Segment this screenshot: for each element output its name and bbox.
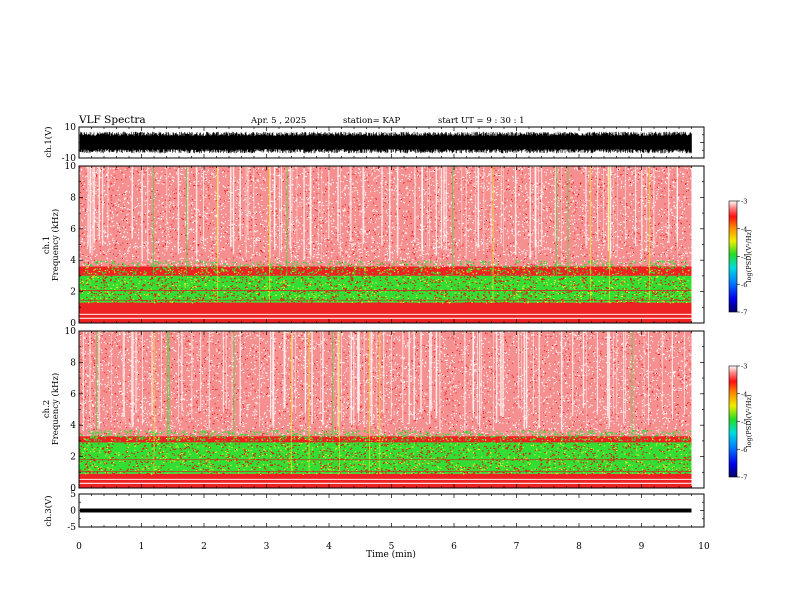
spectro-band-mixed bbox=[79, 266, 692, 276]
ch2-spectrogram-panel: 0 2 4 6 8 10 ch.2 Frequency (kHz) bbox=[42, 327, 705, 494]
spectro-band-sparse bbox=[79, 166, 692, 267]
y-tick-label: 0 bbox=[70, 484, 76, 494]
ch3-waveform-ylabel: ch.3(V) bbox=[43, 495, 54, 526]
x-tick-label: 9 bbox=[639, 542, 645, 552]
ch1-spectrogram-ticks: 0 2 4 6 8 10 bbox=[65, 162, 705, 329]
ch1-colorbar: -3 -4 -5 -6 -7 log(PSD)(V²/Hz) bbox=[728, 198, 753, 317]
ch2-spectrogram-ylabel-freq: Frequency (kHz) bbox=[50, 373, 61, 445]
spectro-speckle-green bbox=[83, 260, 694, 278]
colorbar-tick-label: -5 bbox=[741, 253, 747, 261]
station-label: station= KAP bbox=[343, 116, 401, 126]
date-label: Apr. 5 , 2025 bbox=[250, 116, 306, 126]
time-axis-label: Time (min) bbox=[366, 549, 416, 560]
spectro-band-low bbox=[79, 483, 692, 488]
spectro-speckle-green bbox=[79, 429, 693, 444]
ch1-colorbar-ticks: -3 -4 -5 -6 -7 bbox=[737, 198, 747, 317]
colorbar-tick-label: -6 bbox=[741, 446, 747, 454]
ch1-frequency-label: Frequency (kHz) bbox=[50, 209, 61, 281]
ch1-colorbar-gradient bbox=[728, 200, 738, 313]
y-tick-label: -10 bbox=[62, 154, 77, 164]
colorbar-tick-label: -3 bbox=[741, 198, 747, 206]
ch1-waveform-trace bbox=[79, 131, 692, 154]
ch3-waveform-trace bbox=[80, 508, 692, 513]
x-tick-label: 4 bbox=[326, 542, 332, 552]
figure-title: VLF Spectra bbox=[78, 114, 146, 126]
ch1-spectrogram-ylabel-freq: Frequency (kHz) bbox=[50, 209, 61, 281]
spectro-speckle-white bbox=[79, 331, 693, 438]
spectro-band-mid bbox=[79, 302, 692, 314]
ch1-spectrogram-image bbox=[79, 166, 704, 323]
ch1-channel-label: ch.1 bbox=[42, 236, 52, 254]
y-tick-label: 2 bbox=[70, 288, 76, 298]
x-tick-label: 8 bbox=[576, 542, 582, 552]
ch1-waveform-panel: 10 -10 ch.1(V) bbox=[43, 123, 705, 164]
colorbar-tick-label: -5 bbox=[741, 418, 747, 426]
ch2-colorbar-ticks: -3 -4 -5 -6 -7 bbox=[737, 363, 747, 482]
start-time-label: start UT = 9 : 30 : 1 bbox=[438, 116, 525, 126]
y-tick-label: 10 bbox=[65, 123, 77, 133]
x-tick-label: 0 bbox=[76, 542, 82, 552]
spectro-empty-tail bbox=[691, 331, 704, 488]
ch1-waveform-ticks: 10 -10 bbox=[62, 123, 705, 164]
x-tick-label: 3 bbox=[264, 542, 270, 552]
y-tick-label: 8 bbox=[70, 193, 76, 203]
spectro-speckle-yellow bbox=[79, 266, 693, 304]
ch2-colorbar-label: log(PSD)(V²/Hz) bbox=[745, 394, 753, 447]
ch1-waveform-line bbox=[79, 131, 692, 154]
y-tick-label: 0 bbox=[70, 507, 76, 517]
ch3-waveform-ticks: 5 0 -5 bbox=[67, 490, 705, 533]
ch2-frequency-label: Frequency (kHz) bbox=[50, 373, 61, 445]
y-tick-label: 4 bbox=[70, 256, 76, 266]
y-tick-label: 10 bbox=[65, 327, 77, 337]
spectro-empty-tail bbox=[691, 166, 704, 323]
ch2-colorbar-gradient bbox=[728, 365, 738, 478]
ch2-colorbar: -3 -4 -5 -6 -7 log(PSD)(V²/Hz) bbox=[728, 363, 753, 482]
time-axis-tick-labels: 0 1 2 3 4 5 6 7 8 9 10 bbox=[76, 542, 710, 552]
ch2-spectrogram-image bbox=[78, 331, 704, 488]
colorbar-tick-label: -4 bbox=[741, 225, 747, 233]
ch3-waveform-band bbox=[80, 508, 692, 513]
x-tick-label: 10 bbox=[698, 542, 710, 552]
ch1-waveform-ylabel: ch.1(V) bbox=[43, 126, 54, 157]
x-tick-label: 2 bbox=[201, 542, 207, 552]
spectro-speckle-white bbox=[79, 166, 693, 268]
colorbar-tick-label: -6 bbox=[741, 281, 747, 289]
spectro-band-mid bbox=[79, 473, 692, 484]
ch1-spectrogram-panel: 0 2 4 6 8 10 ch.1 Frequency (kHz) bbox=[42, 162, 705, 329]
ch2-spectrogram-ylabel-channel: ch.2 bbox=[42, 400, 52, 418]
y-tick-label: 8 bbox=[70, 358, 76, 368]
x-tick-label: 1 bbox=[139, 542, 145, 552]
x-tick-label: 5 bbox=[389, 542, 395, 552]
y-tick-label: 6 bbox=[70, 225, 76, 235]
x-tick-label: 6 bbox=[451, 542, 457, 552]
y-tick-label: -5 bbox=[67, 523, 76, 533]
ch2-channel-label: ch.2 bbox=[42, 400, 52, 418]
ch3-waveform-panel: 5 0 -5 ch.3(V) bbox=[43, 490, 705, 533]
ch1-colorbar-label: log(PSD)(V²/Hz) bbox=[745, 229, 753, 282]
ch1-spectrogram-ylabel-channel: ch.1 bbox=[42, 236, 52, 254]
y-tick-label: 10 bbox=[65, 162, 77, 172]
y-tick-label: 6 bbox=[70, 390, 76, 400]
y-tick-label: 4 bbox=[70, 421, 76, 431]
colorbar-tick-label: -3 bbox=[741, 363, 747, 371]
colorbar-tick-label: -4 bbox=[741, 390, 747, 398]
y-tick-label: 5 bbox=[70, 490, 76, 500]
colorbar-tick-label: -7 bbox=[741, 309, 747, 317]
y-tick-label: 0 bbox=[70, 319, 76, 329]
spectro-speckle-red bbox=[79, 331, 693, 475]
ch2-spectrogram-ticks: 0 2 4 6 8 10 bbox=[65, 327, 705, 494]
x-tick-label: 7 bbox=[514, 542, 520, 552]
y-tick-label: 2 bbox=[70, 453, 76, 463]
colorbar-tick-label: -7 bbox=[741, 474, 747, 482]
